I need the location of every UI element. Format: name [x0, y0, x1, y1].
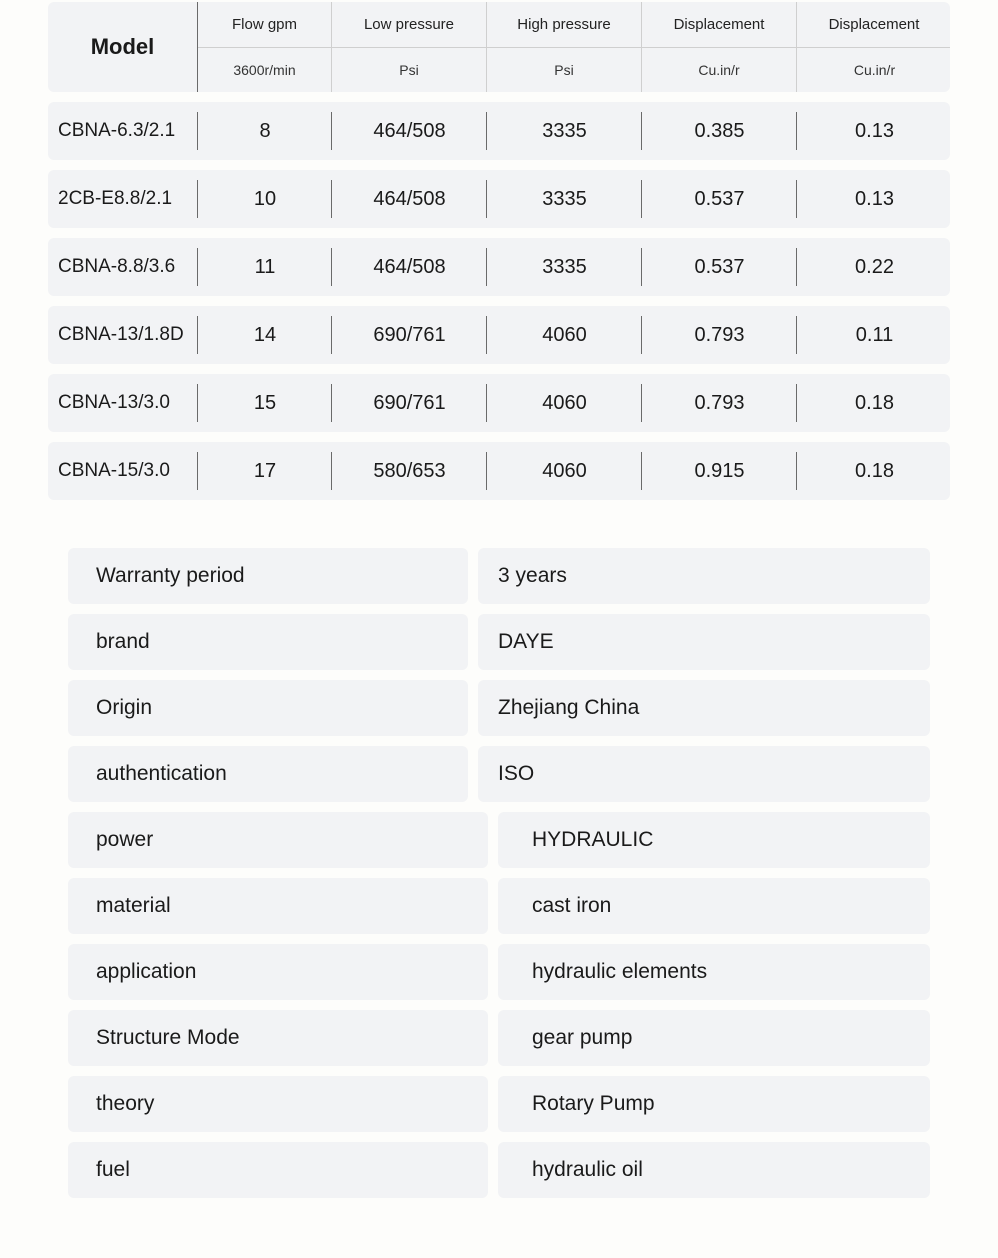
- header-displacement-2: Displacement: [797, 2, 950, 48]
- table-cell-disp2: 0.18: [797, 374, 952, 432]
- table-cell-disp1: 0.793: [642, 306, 797, 364]
- attribute-label: material: [68, 878, 488, 934]
- table-cell-flow: 8: [198, 102, 332, 160]
- table-cell-disp1: 0.385: [642, 102, 797, 160]
- attribute-list: Warranty period3 yearsbrandDAYEOriginZhe…: [48, 548, 950, 1238]
- table-cell-flow: 10: [198, 170, 332, 228]
- table-cell-disp2: 0.11: [797, 306, 952, 364]
- table-row: CBNA-8.8/3.611464/50833350.5370.22: [48, 238, 950, 296]
- attribute-row: Structure Modegear pump: [68, 1010, 930, 1066]
- table-cell-flow: 14: [198, 306, 332, 364]
- unit-displacement-2: Cu.in/r: [797, 48, 950, 92]
- table-cell-disp2: 0.22: [797, 238, 952, 296]
- table-cell-high: 3335: [487, 102, 642, 160]
- attribute-label: Origin: [68, 680, 468, 736]
- table-cell-high: 3335: [487, 238, 642, 296]
- attribute-label: Warranty period: [68, 548, 468, 604]
- attribute-value: hydraulic oil: [498, 1142, 930, 1198]
- attribute-label: application: [68, 944, 488, 1000]
- table-cell-disp1: 0.915: [642, 442, 797, 500]
- table-cell-model: 2CB-E8.8/2.1: [48, 170, 198, 228]
- unit-flow: 3600r/min: [198, 48, 332, 92]
- table-row: CBNA-13/1.8D14690/76140600.7930.11: [48, 306, 950, 364]
- attribute-label: Structure Mode: [68, 1010, 488, 1066]
- header-high-pressure: High pressure: [487, 2, 642, 48]
- table-cell-disp2: 0.18: [797, 442, 952, 500]
- attribute-value: 3 years: [478, 548, 930, 604]
- header-flow: Flow gpm: [198, 2, 332, 48]
- table-row: 2CB-E8.8/2.110464/50833350.5370.13: [48, 170, 950, 228]
- table-cell-model: CBNA-6.3/2.1: [48, 102, 198, 160]
- table-cell-low: 464/508: [332, 238, 487, 296]
- unit-high-pressure: Psi: [487, 48, 642, 92]
- unit-displacement-1: Cu.in/r: [642, 48, 797, 92]
- attribute-row: materialcast iron: [68, 878, 930, 934]
- table-cell-high: 3335: [487, 170, 642, 228]
- header-low-pressure: Low pressure: [332, 2, 487, 48]
- attribute-value: DAYE: [478, 614, 930, 670]
- table-cell-model: CBNA-13/3.0: [48, 374, 198, 432]
- attribute-value: gear pump: [498, 1010, 930, 1066]
- table-cell-flow: 17: [198, 442, 332, 500]
- attribute-row: powerHYDRAULIC: [68, 812, 930, 868]
- table-row: CBNA-13/3.015690/76140600.7930.18: [48, 374, 950, 432]
- table-cell-low: 464/508: [332, 102, 487, 160]
- attribute-row: brandDAYE: [68, 614, 930, 670]
- table-cell-low: 464/508: [332, 170, 487, 228]
- table-cell-high: 4060: [487, 374, 642, 432]
- table-cell-high: 4060: [487, 442, 642, 500]
- attribute-value: ISO: [478, 746, 930, 802]
- attribute-row: OriginZhejiang China: [68, 680, 930, 736]
- attribute-value: cast iron: [498, 878, 930, 934]
- table-row: CBNA-15/3.017580/65340600.9150.18: [48, 442, 950, 500]
- attribute-row: fuelhydraulic oil: [68, 1142, 930, 1198]
- table-cell-disp1: 0.537: [642, 238, 797, 296]
- table-cell-low: 690/761: [332, 374, 487, 432]
- table-cell-flow: 15: [198, 374, 332, 432]
- table-cell-disp2: 0.13: [797, 170, 952, 228]
- attribute-row: authenticationISO: [68, 746, 930, 802]
- table-cell-model: CBNA-8.8/3.6: [48, 238, 198, 296]
- attribute-row: Warranty period3 years: [68, 548, 930, 604]
- table-cell-model: CBNA-13/1.8D: [48, 306, 198, 364]
- table-cell-high: 4060: [487, 306, 642, 364]
- attribute-label: theory: [68, 1076, 488, 1132]
- attribute-label: brand: [68, 614, 468, 670]
- unit-low-pressure: Psi: [332, 48, 487, 92]
- attribute-value: Zhejiang China: [478, 680, 930, 736]
- attribute-value: HYDRAULIC: [498, 812, 930, 868]
- spec-table-header: Model Flow gpm Low pressure High pressur…: [48, 2, 950, 92]
- table-cell-flow: 11: [198, 238, 332, 296]
- attribute-label: power: [68, 812, 488, 868]
- attribute-value: hydraulic elements: [498, 944, 930, 1000]
- header-model: Model: [48, 2, 198, 92]
- table-cell-model: CBNA-15/3.0: [48, 442, 198, 500]
- table-row: CBNA-6.3/2.18464/50833350.3850.13: [48, 102, 950, 160]
- table-cell-disp1: 0.793: [642, 374, 797, 432]
- attribute-label: authentication: [68, 746, 468, 802]
- table-cell-disp1: 0.537: [642, 170, 797, 228]
- header-displacement-1: Displacement: [642, 2, 797, 48]
- table-cell-low: 690/761: [332, 306, 487, 364]
- attribute-value: Rotary Pump: [498, 1076, 930, 1132]
- table-cell-disp2: 0.13: [797, 102, 952, 160]
- attribute-label: fuel: [68, 1142, 488, 1198]
- table-cell-low: 580/653: [332, 442, 487, 500]
- attribute-row: theoryRotary Pump: [68, 1076, 930, 1132]
- attribute-row: applicationhydraulic elements: [68, 944, 930, 1000]
- spec-table: Model Flow gpm Low pressure High pressur…: [48, 2, 950, 500]
